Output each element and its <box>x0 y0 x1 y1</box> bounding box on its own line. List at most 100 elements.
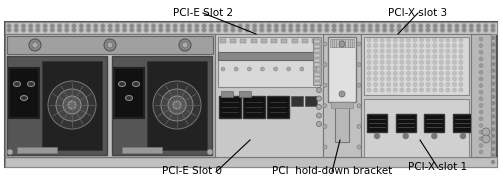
Circle shape <box>354 28 358 32</box>
Bar <box>328 37 356 102</box>
Text: PCI-E Slot 0: PCI-E Slot 0 <box>162 166 222 176</box>
Circle shape <box>426 71 430 75</box>
Circle shape <box>374 77 378 81</box>
Circle shape <box>8 29 10 31</box>
Circle shape <box>406 60 410 64</box>
Circle shape <box>122 28 127 32</box>
Circle shape <box>433 44 437 47</box>
Circle shape <box>420 88 424 92</box>
Bar <box>314 63 320 66</box>
Circle shape <box>144 28 148 32</box>
Bar <box>240 39 246 43</box>
Circle shape <box>107 42 113 48</box>
FancyBboxPatch shape <box>367 114 387 132</box>
Circle shape <box>492 29 494 31</box>
Circle shape <box>323 63 327 67</box>
Ellipse shape <box>28 82 35 86</box>
Circle shape <box>87 29 90 31</box>
Circle shape <box>383 25 386 27</box>
Circle shape <box>482 135 490 143</box>
Circle shape <box>400 49 404 53</box>
Circle shape <box>432 134 437 139</box>
Circle shape <box>138 29 140 31</box>
Circle shape <box>406 88 410 92</box>
Circle shape <box>261 67 265 71</box>
Circle shape <box>138 25 140 27</box>
Circle shape <box>374 88 378 92</box>
Circle shape <box>116 29 119 31</box>
Circle shape <box>420 66 424 70</box>
Circle shape <box>32 42 38 48</box>
Circle shape <box>367 88 371 92</box>
Circle shape <box>51 25 53 27</box>
Circle shape <box>446 82 450 86</box>
Circle shape <box>274 67 278 71</box>
Circle shape <box>397 28 401 32</box>
Circle shape <box>348 29 350 31</box>
Circle shape <box>452 77 456 81</box>
Circle shape <box>260 28 264 32</box>
Circle shape <box>374 38 378 42</box>
Bar <box>261 39 267 43</box>
Circle shape <box>196 25 198 27</box>
Text: PCI-E Slot 2: PCI-E Slot 2 <box>173 8 233 18</box>
Circle shape <box>479 110 483 114</box>
Circle shape <box>203 29 205 31</box>
Circle shape <box>413 49 417 53</box>
Circle shape <box>479 143 483 147</box>
Circle shape <box>362 29 364 31</box>
Circle shape <box>316 113 321 118</box>
Circle shape <box>462 28 466 32</box>
Circle shape <box>463 25 465 27</box>
Bar <box>491 34 495 157</box>
Circle shape <box>254 29 256 31</box>
Circle shape <box>367 82 371 86</box>
Circle shape <box>65 25 68 27</box>
Circle shape <box>491 24 495 28</box>
FancyBboxPatch shape <box>243 96 265 118</box>
Circle shape <box>144 24 148 28</box>
Circle shape <box>174 29 177 31</box>
Circle shape <box>30 29 32 31</box>
Circle shape <box>202 28 206 32</box>
Circle shape <box>303 24 307 28</box>
Circle shape <box>173 101 181 109</box>
Circle shape <box>484 29 487 31</box>
Bar <box>230 39 236 43</box>
Circle shape <box>324 24 329 28</box>
Circle shape <box>14 28 19 32</box>
Bar <box>221 91 233 97</box>
Circle shape <box>426 28 430 32</box>
Circle shape <box>95 25 97 27</box>
Circle shape <box>391 29 393 31</box>
Circle shape <box>318 29 321 31</box>
FancyBboxPatch shape <box>267 96 289 118</box>
Circle shape <box>203 25 205 27</box>
Bar <box>218 37 320 87</box>
Circle shape <box>398 25 400 27</box>
Circle shape <box>393 38 397 42</box>
Circle shape <box>387 82 391 86</box>
Circle shape <box>109 29 111 31</box>
Circle shape <box>491 89 494 92</box>
Circle shape <box>72 28 76 32</box>
Bar <box>302 39 308 43</box>
Circle shape <box>433 49 437 53</box>
Circle shape <box>491 154 494 157</box>
Circle shape <box>260 24 264 28</box>
Circle shape <box>426 77 430 81</box>
Circle shape <box>459 88 463 92</box>
Circle shape <box>439 71 443 75</box>
Circle shape <box>380 49 384 53</box>
Circle shape <box>426 44 430 47</box>
Circle shape <box>420 71 424 75</box>
Circle shape <box>387 71 391 75</box>
Circle shape <box>404 28 408 32</box>
Circle shape <box>137 28 141 32</box>
Circle shape <box>316 121 321 127</box>
Circle shape <box>311 25 313 27</box>
Circle shape <box>317 28 322 32</box>
Circle shape <box>427 25 429 27</box>
Circle shape <box>446 49 450 53</box>
Circle shape <box>195 28 199 32</box>
